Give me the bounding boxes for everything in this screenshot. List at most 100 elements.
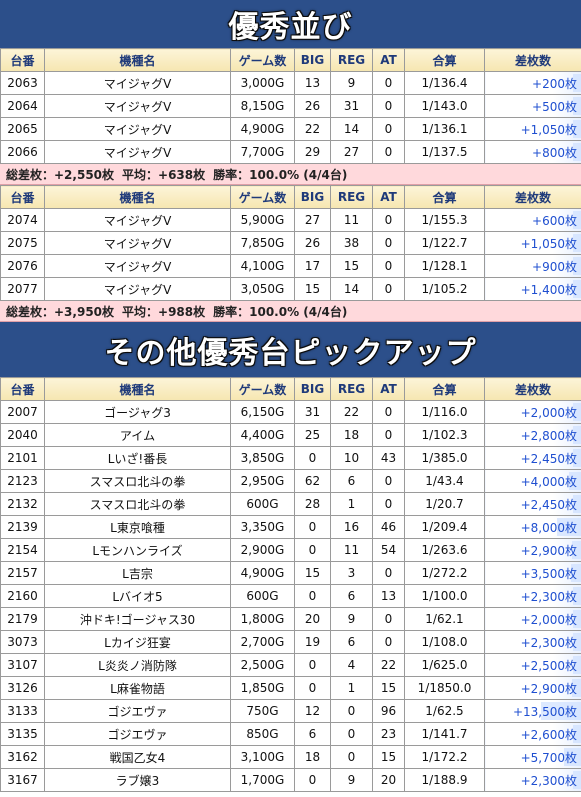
machine-name: アイム — [44, 423, 231, 447]
machine-name: スマスロ北斗の拳 — [44, 469, 231, 493]
table-row: 2075 マイジャグV 7,850G 26 38 0 1/122.7 +1,050枚 — [0, 231, 581, 255]
reg-count: 9 — [330, 768, 373, 792]
coin-difference: +2,900枚 — [484, 676, 581, 700]
combined-ratio: 1/263.6 — [404, 538, 485, 562]
machine-name: L東京喰種 — [44, 515, 231, 539]
header-machine-number: 台番 — [0, 48, 45, 72]
big-count: 12 — [294, 699, 331, 723]
at-count: 13 — [372, 584, 405, 608]
big-count: 0 — [294, 584, 331, 608]
combined-ratio: 1/143.0 — [404, 94, 485, 118]
game-count: 2,900G — [230, 538, 295, 562]
combined-ratio: 1/128.1 — [404, 254, 485, 278]
big-count: 22 — [294, 117, 331, 141]
at-count: 43 — [372, 446, 405, 470]
combined-ratio: 1/43.4 — [404, 469, 485, 493]
machine-name: Lモンハンライズ — [44, 538, 231, 562]
table-row: 3133 ゴジエヴァ 750G 12 0 96 1/62.5 +13,500枚 — [0, 699, 581, 723]
machine-name: スマスロ北斗の拳 — [44, 492, 231, 516]
summary-average: 平均：+988枚 — [122, 304, 206, 319]
big-count: 19 — [294, 630, 331, 654]
at-count: 22 — [372, 653, 405, 677]
machine-number: 2139 — [0, 515, 45, 539]
combined-ratio: 1/272.2 — [404, 561, 485, 585]
big-count: 0 — [294, 676, 331, 700]
diff-bar — [573, 449, 581, 467]
game-count: 850G — [230, 722, 295, 746]
reg-count: 9 — [330, 71, 373, 95]
machine-number: 2064 — [0, 94, 45, 118]
diff-bar — [573, 74, 581, 92]
table-row: 2101 Lいざ!番長 3,850G 0 10 43 1/385.0 +2,450枚 — [0, 446, 581, 470]
coin-difference: +900枚 — [484, 254, 581, 278]
section1-title: 優秀並び — [228, 10, 353, 45]
header-coin-difference: 差枚数 — [484, 185, 581, 209]
section2-title: その他優秀台ピックアップ — [104, 335, 477, 371]
game-count: 600G — [230, 584, 295, 608]
reg-count: 16 — [330, 515, 373, 539]
game-count: 1,700G — [230, 768, 295, 792]
at-count: 0 — [372, 400, 405, 424]
coin-difference: +2,000枚 — [484, 607, 581, 631]
big-count: 0 — [294, 446, 331, 470]
result-table: 台番 機種名 ゲーム数 BIG REG AT 合算 差枚数 2007 ゴージャグ3 6,150G 31… — [0, 377, 581, 792]
diff-bar — [573, 610, 581, 628]
reg-count: 4 — [330, 653, 373, 677]
coin-difference: +1,050枚 — [484, 117, 581, 141]
header-game-count: ゲーム数 — [230, 185, 295, 209]
machine-name: 戦国乙女4 — [44, 745, 231, 769]
machine-number: 2157 — [0, 561, 45, 585]
combined-ratio: 1/136.4 — [404, 71, 485, 95]
at-count: 0 — [372, 254, 405, 278]
header-machine-name: 機種名 — [44, 48, 231, 72]
reg-count: 18 — [330, 423, 373, 447]
reg-count: 10 — [330, 446, 373, 470]
combined-ratio: 1/62.1 — [404, 607, 485, 631]
machine-number: 2074 — [0, 208, 45, 232]
machine-number: 2063 — [0, 71, 45, 95]
machine-name: L麻雀物語 — [44, 676, 231, 700]
diff-bar — [573, 211, 581, 229]
coin-difference: +2,500枚 — [484, 653, 581, 677]
diff-bar — [557, 518, 581, 536]
coin-difference: +500枚 — [484, 94, 581, 118]
at-count: 54 — [372, 538, 405, 562]
header-reg-count: REG — [330, 48, 373, 72]
combined-ratio: 1/100.0 — [404, 584, 485, 608]
reg-count: 11 — [330, 208, 373, 232]
coin-difference: +2,300枚 — [484, 768, 581, 792]
big-count: 18 — [294, 745, 331, 769]
table-header-row: 台番 機種名 ゲーム数 BIG REG AT 合算 差枚数 — [0, 48, 581, 72]
reg-count: 9 — [330, 607, 373, 631]
table-row: 2074 マイジャグV 5,900G 27 11 0 1/155.3 +600枚 — [0, 208, 581, 232]
machine-number: 2077 — [0, 277, 45, 301]
diff-bar — [572, 541, 581, 559]
header-machine-number: 台番 — [0, 185, 45, 209]
group-summary: 総差枚：+2,550枚 平均：+638枚 勝率：100.0% (4/4台) — [0, 164, 581, 185]
table-row: 2065 マイジャグV 4,900G 22 14 0 1/136.1 +1,050枚 — [0, 117, 581, 141]
big-count: 0 — [294, 515, 331, 539]
coin-difference: +2,000枚 — [484, 400, 581, 424]
header-game-count: ゲーム数 — [230, 48, 295, 72]
machine-number: 3126 — [0, 676, 45, 700]
combined-ratio: 1/136.1 — [404, 117, 485, 141]
machine-number: 3107 — [0, 653, 45, 677]
diff-bar — [564, 748, 581, 766]
diff-bar — [570, 564, 581, 582]
header-reg-count: REG — [330, 185, 373, 209]
at-count: 0 — [372, 607, 405, 631]
reg-count: 27 — [330, 140, 373, 164]
reg-count: 6 — [330, 630, 373, 654]
machine-name: マイジャグV — [44, 231, 231, 255]
reg-count: 1 — [330, 676, 373, 700]
table-row: 2123 スマスロ北斗の拳 2,950G 62 6 0 1/43.4 +4,000枚 — [0, 469, 581, 493]
machine-number: 3073 — [0, 630, 45, 654]
table-row: 3135 ゴジエヴァ 850G 6 0 23 1/141.7 +2,600枚 — [0, 722, 581, 746]
reg-count: 1 — [330, 492, 373, 516]
coin-difference: +2,300枚 — [484, 630, 581, 654]
game-count: 4,100G — [230, 254, 295, 278]
header-big-count: BIG — [294, 48, 331, 72]
at-count: 0 — [372, 561, 405, 585]
big-count: 26 — [294, 231, 331, 255]
machine-number: 2040 — [0, 423, 45, 447]
